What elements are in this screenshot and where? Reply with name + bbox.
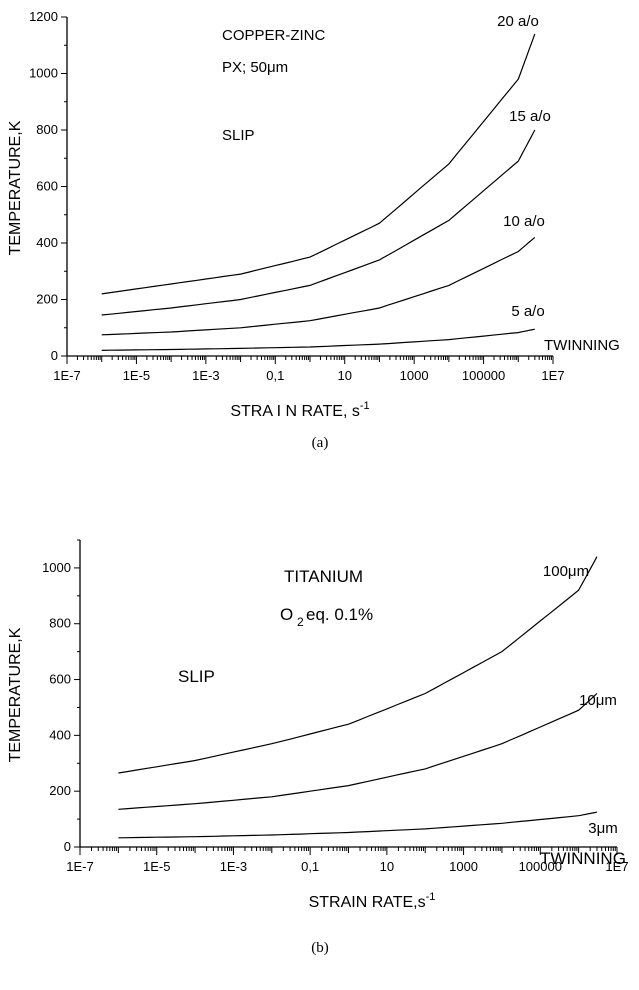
y-tick-label: 0 <box>51 348 58 363</box>
series-label: 10μm <box>579 692 617 709</box>
x-tick-label: 10 <box>337 368 351 383</box>
series-line <box>101 33 536 295</box>
y-axis-title: TEMPERATURE,K <box>7 627 24 762</box>
series-line <box>118 693 598 810</box>
y-tick-label: 1200 <box>29 9 58 24</box>
chart-annotation: SLIP <box>178 667 215 686</box>
x-axis-title: STRAIN RATE,s-1 <box>309 891 436 911</box>
series-line <box>101 236 536 336</box>
y-tick-label: 200 <box>49 783 71 798</box>
y-axis-title: TEMPERATURE,K <box>7 120 24 255</box>
x-tick-label: 0,1 <box>266 368 284 383</box>
x-tick-label: 10 <box>380 859 394 874</box>
series-line <box>101 328 535 351</box>
panel-label: (a) <box>312 435 329 451</box>
chart-annotation: 2 <box>297 615 304 629</box>
y-tick-label: 400 <box>36 235 58 250</box>
series-label: 5 a/o <box>511 303 544 320</box>
x-tick-label: 1E-3 <box>192 368 219 383</box>
series-label: 10 a/o <box>503 213 545 230</box>
chart-panel-a: 0 200 400 600 800 1000 1200 1E-7 1E-5 1E-3 0,1 10 10… <box>7 9 620 451</box>
x-tick-label: 100000 <box>462 368 505 383</box>
series-line <box>101 129 536 316</box>
y-tick-label: 1000 <box>42 560 71 575</box>
chart-annotation: TITANIUM <box>284 567 363 586</box>
chart-annotation: TWINNING <box>544 337 620 354</box>
chart-annotation: eq. 0.1% <box>306 605 373 624</box>
x-tick-label: 100000 <box>519 859 562 874</box>
x-tick-label: 0,1 <box>301 859 319 874</box>
series-line <box>118 811 598 839</box>
chart-annotation: SLIP <box>222 127 255 144</box>
x-tick-label: 1E7 <box>605 859 628 874</box>
y-tick-label: 800 <box>36 122 58 137</box>
series-label: 3μm <box>588 820 617 837</box>
y-tick-label: 600 <box>36 179 58 194</box>
series-label: 20 a/o <box>497 13 539 30</box>
x-tick-label: 1E7 <box>541 368 564 383</box>
chart-annotation: O <box>280 605 293 624</box>
series-line <box>118 556 598 774</box>
x-tick-label: 1000 <box>449 859 478 874</box>
series-label: 100μm <box>543 563 589 580</box>
x-tick-label: 1E-5 <box>143 859 170 874</box>
y-tick-label: 800 <box>49 616 71 631</box>
chart-panel-b: 0 200 400 600 800 1000 1E-7 1E-5 1E-3 0,1 10 1000 10… <box>7 539 629 956</box>
x-tick-label: 1E-7 <box>66 859 93 874</box>
panel-label: (b) <box>311 940 329 956</box>
y-tick-label: 600 <box>49 672 71 687</box>
y-tick-label: 1000 <box>29 66 58 81</box>
series-label: 15 a/o <box>509 108 551 125</box>
chart-annotation: COPPER-ZINC <box>222 27 326 44</box>
y-tick-label: 400 <box>49 727 71 742</box>
y-tick-label: 200 <box>36 292 58 307</box>
y-tick-label: 0 <box>64 839 71 854</box>
chart-annotation: TWINNING <box>540 849 626 868</box>
x-tick-label: 1E-7 <box>53 368 80 383</box>
x-axis-title: STRA I N RATE, s-1 <box>230 400 369 420</box>
x-tick-label: 1000 <box>400 368 429 383</box>
x-tick-label: 1E-3 <box>220 859 247 874</box>
x-tick-label: 1E-5 <box>123 368 150 383</box>
chart-annotation: PX; 50μm <box>222 59 288 76</box>
